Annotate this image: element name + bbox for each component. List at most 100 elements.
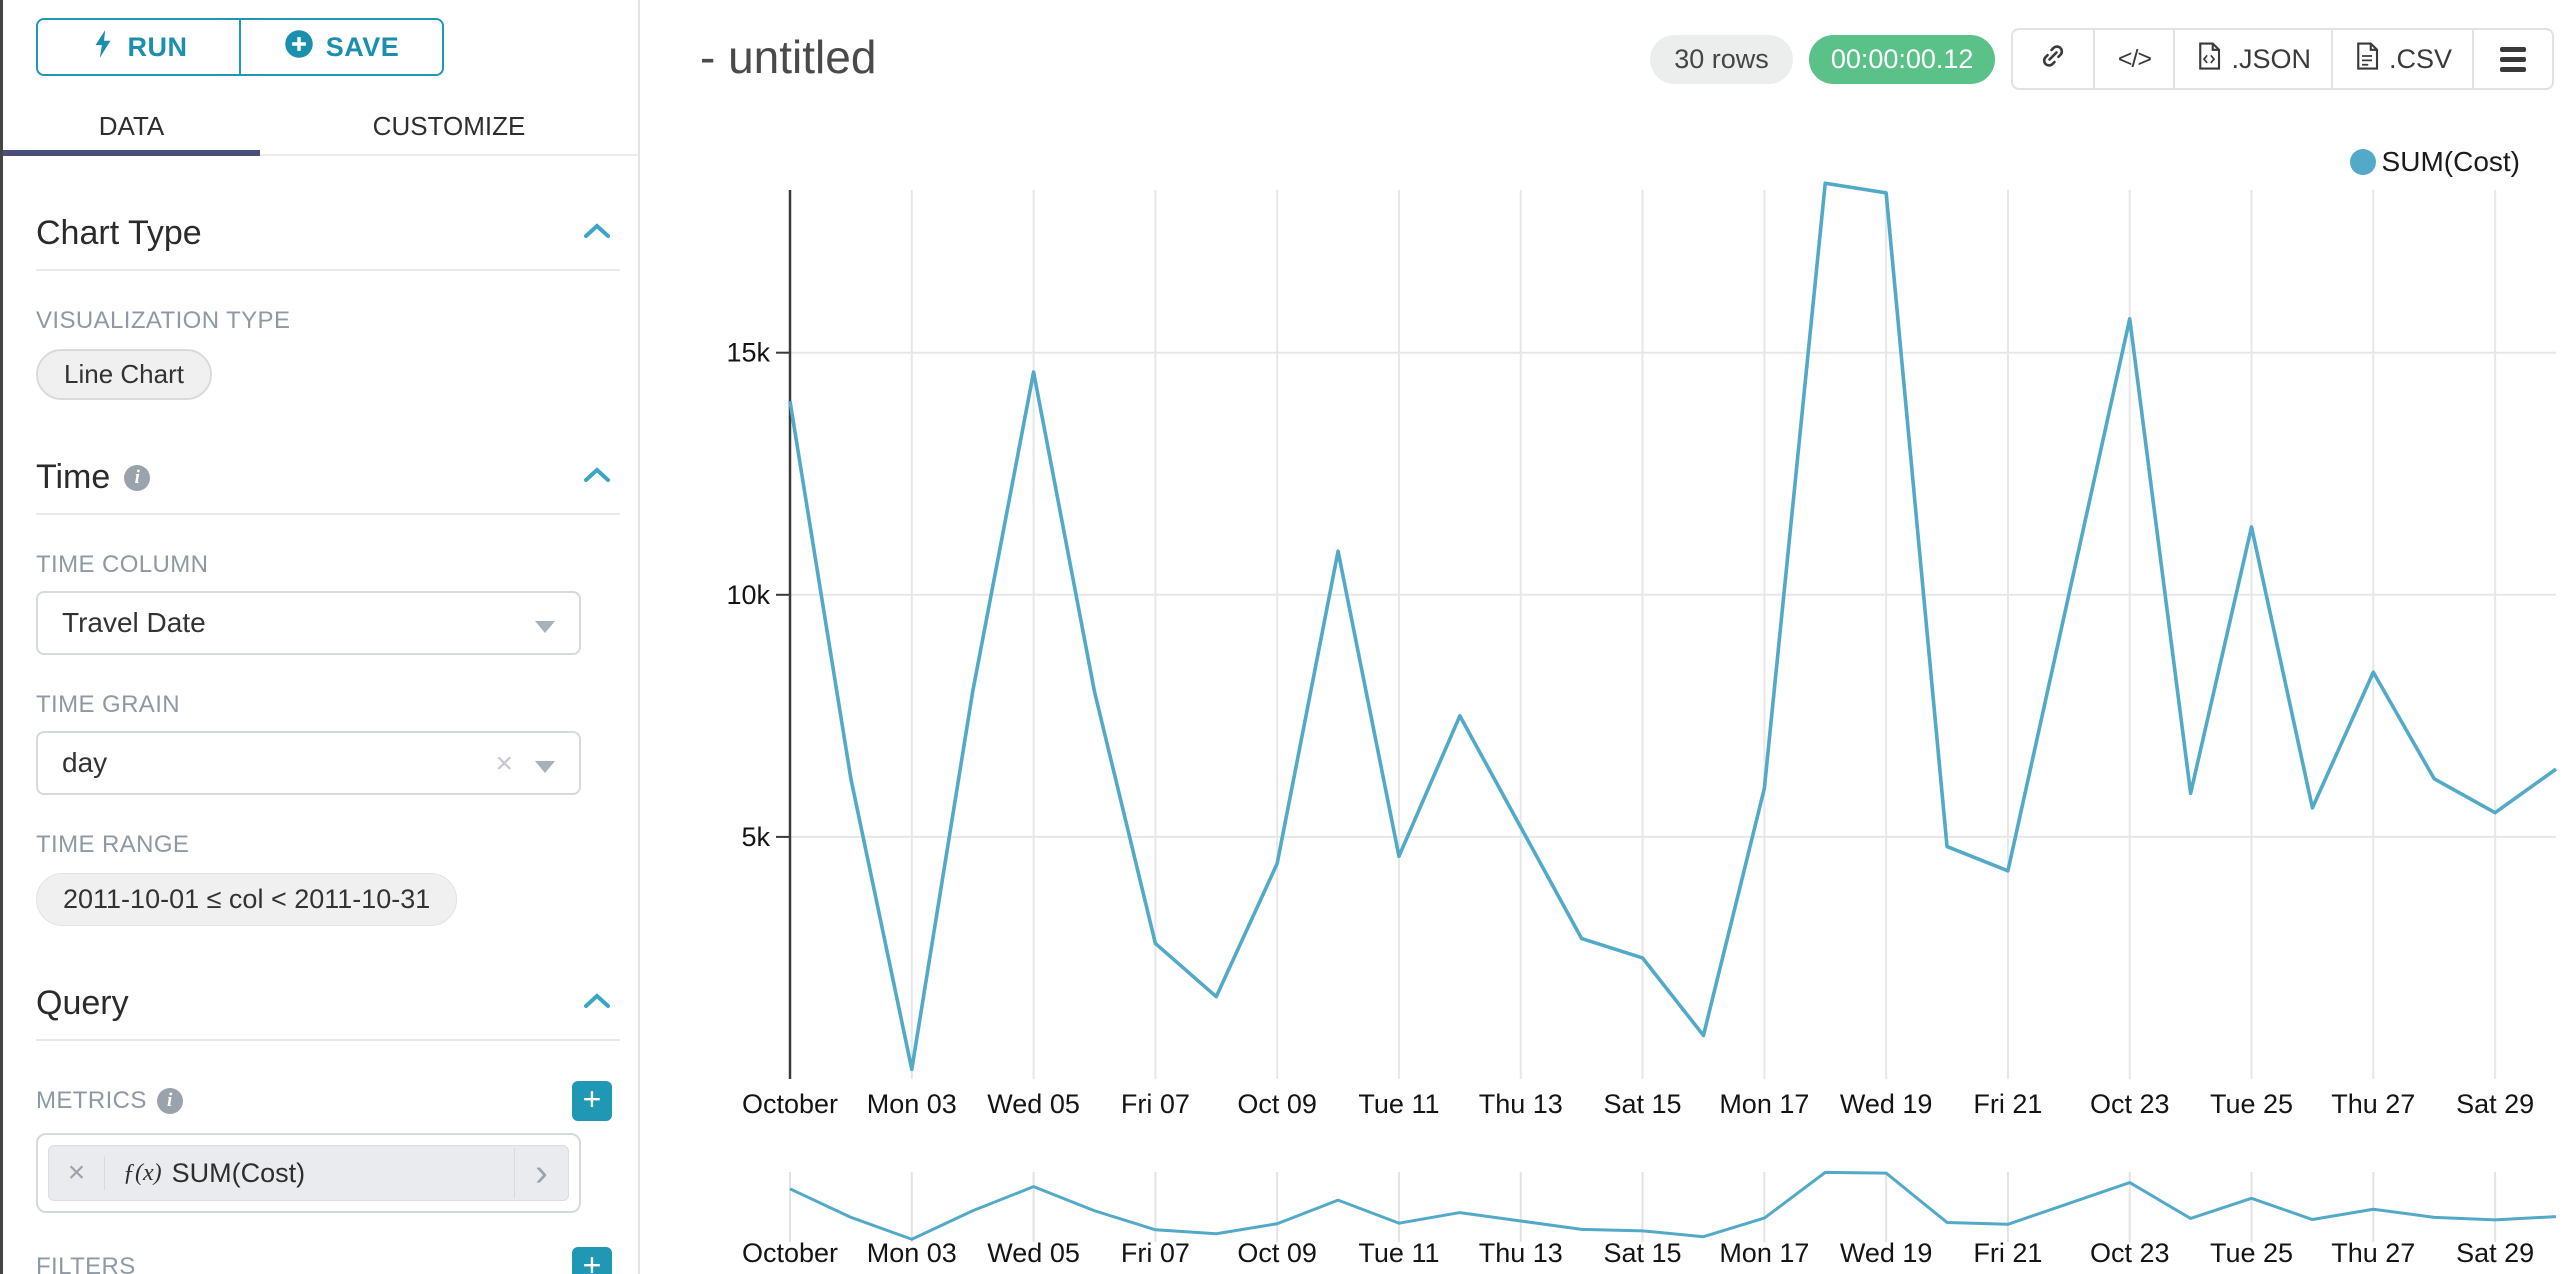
file-text-icon (2353, 41, 2381, 78)
caret-down-icon (535, 621, 555, 633)
svg-text:Thu 13: Thu 13 (1479, 1089, 1563, 1119)
svg-text:October: October (742, 1238, 838, 1268)
chevron-up-icon[interactable] (582, 221, 612, 246)
time-column-select[interactable]: Travel Date (36, 591, 581, 655)
svg-text:Tue 11: Tue 11 (1358, 1089, 1439, 1119)
viz-type-label: VISUALIZATION TYPE (36, 307, 291, 334)
window-left-edge (0, 0, 3, 1274)
tab-data[interactable]: DATA (3, 98, 260, 156)
metrics-header-row: METRICS i + (36, 1081, 620, 1121)
remove-metric-icon[interactable]: × (49, 1156, 105, 1190)
svg-text:Oct 09: Oct 09 (1237, 1238, 1317, 1268)
run-button[interactable]: RUN (38, 20, 239, 74)
tab-customize-label: CUSTOMIZE (372, 110, 526, 141)
time-grain-select[interactable]: day × (36, 731, 581, 795)
svg-text:Oct 09: Oct 09 (1237, 1089, 1317, 1119)
chart-menu-button[interactable] (2472, 30, 2552, 88)
section-time-header[interactable]: Time i (36, 458, 620, 497)
svg-text:Wed 19: Wed 19 (1840, 1238, 1933, 1268)
tab-customize[interactable]: CUSTOMIZE (260, 98, 638, 154)
svg-text:Wed 05: Wed 05 (987, 1089, 1080, 1119)
section-chart-type-title: Chart Type (36, 214, 202, 252)
info-icon: i (156, 1088, 183, 1114)
svg-text:Mon 17: Mon 17 (1719, 1089, 1809, 1119)
add-filter-button[interactable]: + (572, 1247, 612, 1274)
row-count-badge: 30 rows (1650, 34, 1793, 84)
metric-item-label: SUM(Cost) (171, 1157, 306, 1188)
svg-text:5k: 5k (741, 822, 770, 852)
time-range-value-pill[interactable]: 2011-10-01 ≤ col < 2011-10-31 (36, 873, 458, 926)
legend-series-dot (2349, 149, 2376, 175)
panel-tabs: DATA CUSTOMIZE (3, 98, 638, 156)
svg-text:Fri 07: Fri 07 (1121, 1089, 1190, 1119)
chart-legend[interactable]: SUM(Cost) (2349, 146, 2520, 178)
viz-type-value-pill[interactable]: Line Chart (36, 349, 212, 400)
svg-text:15k: 15k (726, 338, 770, 368)
svg-text:Fri 21: Fri 21 (1973, 1089, 2042, 1119)
section-chart-type-header[interactable]: Chart Type (36, 214, 620, 253)
chevron-right-icon[interactable]: › (514, 1148, 568, 1198)
save-button[interactable]: SAVE (239, 20, 442, 74)
svg-text:Mon 03: Mon 03 (867, 1089, 957, 1119)
section-query-header[interactable]: Query (36, 984, 620, 1023)
svg-text:Thu 27: Thu 27 (2331, 1089, 2415, 1119)
tab-data-label: DATA (98, 110, 165, 141)
query-timer-badge: 00:00:00.12 (1808, 34, 1996, 84)
export-json-label: .JSON (2231, 43, 2311, 74)
filters-label: FILTERS (36, 1253, 136, 1274)
export-csv-button[interactable]: .CSV (2330, 30, 2472, 88)
info-icon: i (124, 464, 151, 491)
control-panel-sidebar: RUN SAVE DATA CUSTOMIZE Chart Type (3, 0, 640, 1274)
save-button-label: SAVE (325, 31, 400, 62)
time-grain-value: day (62, 747, 108, 778)
metrics-label-text: METRICS (36, 1087, 147, 1114)
svg-text:Thu 27: Thu 27 (2331, 1238, 2415, 1268)
svg-text:Sat 29: Sat 29 (2456, 1238, 2534, 1268)
metrics-label: METRICS i (36, 1087, 183, 1115)
svg-text:Tue 25: Tue 25 (2210, 1238, 2293, 1268)
chevron-up-icon[interactable] (582, 991, 612, 1016)
time-column-value: Travel Date (62, 607, 206, 638)
chart-header-actions: 30 rows 00:00:00.12 </> (1650, 28, 2554, 90)
svg-text:Sat 29: Sat 29 (2456, 1089, 2534, 1119)
export-csv-label: .CSV (2388, 43, 2452, 74)
svg-text:Tue 11: Tue 11 (1358, 1238, 1439, 1268)
svg-text:Tue 25: Tue 25 (2210, 1089, 2293, 1119)
metric-item[interactable]: × ƒ(x) SUM(Cost) › (48, 1145, 569, 1201)
code-icon: </> (2117, 44, 2152, 73)
caret-down-icon (535, 761, 555, 773)
chart-title[interactable]: - untitled (700, 31, 877, 83)
link-icon (2038, 41, 2068, 78)
svg-text:Mon 03: Mon 03 (867, 1238, 957, 1268)
legend-series-label: SUM(Cost) (2381, 146, 2520, 177)
svg-text:10k: 10k (726, 580, 770, 610)
function-icon: ƒ(x) (123, 1159, 162, 1186)
export-json-button[interactable]: .JSON (2173, 30, 2331, 88)
clear-icon[interactable]: × (495, 747, 513, 780)
chevron-up-icon[interactable] (582, 465, 612, 490)
run-button-label: RUN (127, 31, 188, 62)
filters-label-text: FILTERS (36, 1253, 136, 1274)
file-code-icon (2195, 41, 2223, 78)
svg-text:Thu 13: Thu 13 (1479, 1238, 1563, 1268)
view-query-button[interactable]: </> (2093, 30, 2173, 88)
lightning-icon (90, 29, 116, 66)
svg-text:Wed 19: Wed 19 (1840, 1089, 1933, 1119)
export-button-group: </> .JSON .CSV (2011, 28, 2554, 90)
svg-text:Mon 17: Mon 17 (1719, 1238, 1809, 1268)
svg-text:Sat 15: Sat 15 (1604, 1238, 1682, 1268)
plus-circle-icon (284, 29, 314, 66)
time-range-label: TIME RANGE (36, 831, 190, 858)
svg-text:October: October (742, 1089, 838, 1119)
section-divider (36, 513, 620, 515)
metrics-container: × ƒ(x) SUM(Cost) › (36, 1133, 581, 1213)
section-query-title: Query (36, 984, 129, 1022)
add-metric-button[interactable]: + (572, 1081, 612, 1121)
time-column-label: TIME COLUMN (36, 551, 209, 578)
svg-text:Oct 23: Oct 23 (2090, 1089, 2170, 1119)
run-save-button-group: RUN SAVE (36, 18, 444, 76)
share-link-button[interactable] (2013, 30, 2093, 88)
time-grain-label: TIME GRAIN (36, 691, 181, 718)
